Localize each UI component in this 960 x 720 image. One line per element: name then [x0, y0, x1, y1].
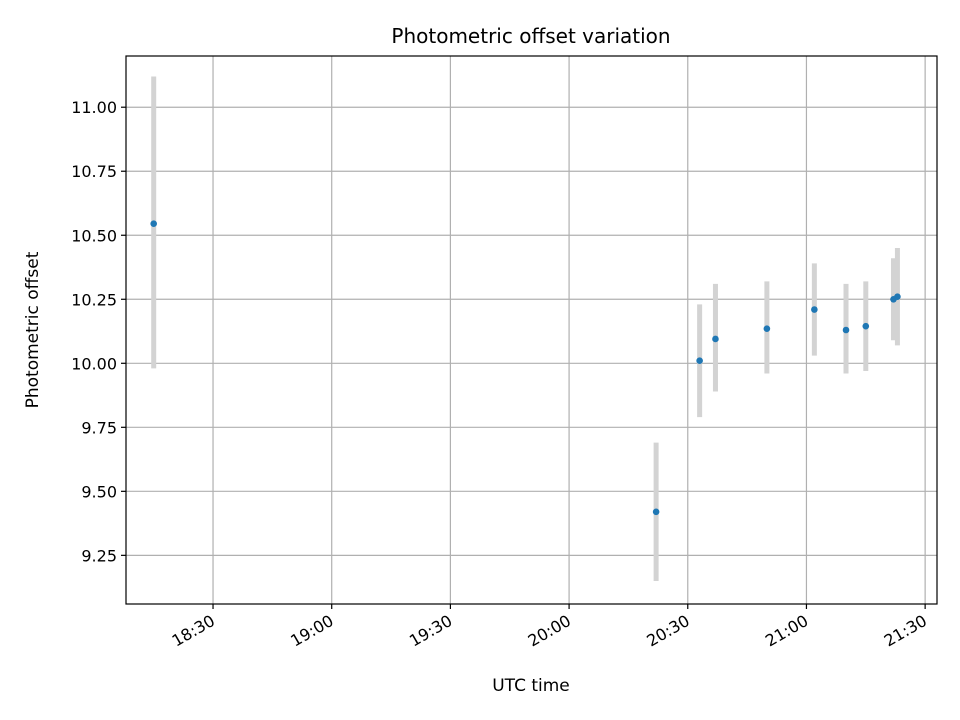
x-tick-label: 19:30 — [406, 611, 455, 651]
data-point — [150, 220, 157, 228]
data-point — [712, 335, 719, 343]
y-axis-label: Photometric offset — [23, 251, 43, 408]
plot-area-frame — [125, 55, 938, 605]
y-axis-ticks: 9.25 9.50 9.75 10.00 10.25 10.50 10.75 11.00 — [71, 98, 126, 565]
y-tick-label: 9.50 — [81, 482, 117, 501]
y-tick-label: 9.25 — [81, 546, 117, 565]
data-point — [696, 357, 703, 365]
y-tick-label: 9.75 — [81, 418, 117, 437]
grid — [126, 56, 937, 604]
data-point — [842, 326, 850, 334]
data-point — [894, 293, 901, 301]
y-tick-label: 11.00 — [71, 98, 117, 117]
x-tick-label: 20:00 — [525, 611, 574, 651]
data-point — [811, 306, 818, 313]
x-axis-label: UTC time — [492, 676, 570, 696]
error-bars — [151, 76, 900, 581]
x-tick-label: 19:00 — [287, 611, 336, 651]
y-tick-label: 10.00 — [71, 354, 117, 373]
data-point — [652, 508, 660, 516]
data-point — [862, 322, 870, 330]
y-tick-label: 10.50 — [71, 226, 117, 245]
x-tick-label: 20:30 — [643, 611, 692, 651]
x-tick-label: 18:30 — [169, 611, 218, 651]
x-tick-label: 21:30 — [881, 611, 930, 651]
x-tick-label: 21:00 — [762, 611, 811, 651]
data-points — [150, 220, 901, 516]
chart-title: Photometric offset variation — [391, 24, 670, 48]
y-tick-label: 10.25 — [71, 290, 117, 309]
data-point — [763, 325, 771, 333]
y-tick-label: 10.75 — [71, 162, 117, 181]
x-axis-ticks: 18:30 19:00 19:30 20:00 20:30 21:00 21:30 — [169, 604, 930, 651]
